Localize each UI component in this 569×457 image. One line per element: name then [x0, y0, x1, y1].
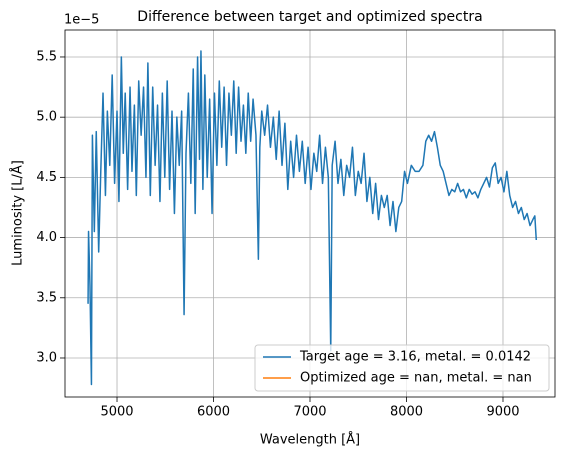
x-tick-label: 6000 [197, 405, 230, 420]
axes-frame [64, 29, 556, 398]
x-axis-label: Wavelength [Å] [260, 432, 360, 448]
legend-box [254, 344, 550, 392]
y-tick-label: 3.0 [36, 350, 57, 365]
chart-title: Difference between target and optimized … [137, 9, 482, 25]
y-tick-label: 5.0 [36, 110, 57, 125]
y-axis-label: Luminosity [L/Å] [10, 160, 26, 266]
x-tick-label: 7000 [293, 405, 326, 420]
x-tick-label: 5000 [100, 405, 133, 420]
y-tick-label: 5.5 [36, 49, 57, 64]
y-tick-label: 3.5 [36, 290, 57, 305]
legend-label: Optimized age = nan, metal. = nan [300, 371, 532, 386]
data-line [87, 50, 538, 386]
x-tick-label: 9000 [486, 405, 519, 420]
y-tick-label: 4.5 [36, 170, 57, 185]
legend-label: Target age = 3.16, metal. = 0.0142 [299, 350, 531, 365]
y-tick-label: 4.0 [36, 230, 57, 245]
x-tick-label: 8000 [390, 405, 423, 420]
y-offset-label: 1e−5 [64, 13, 99, 28]
